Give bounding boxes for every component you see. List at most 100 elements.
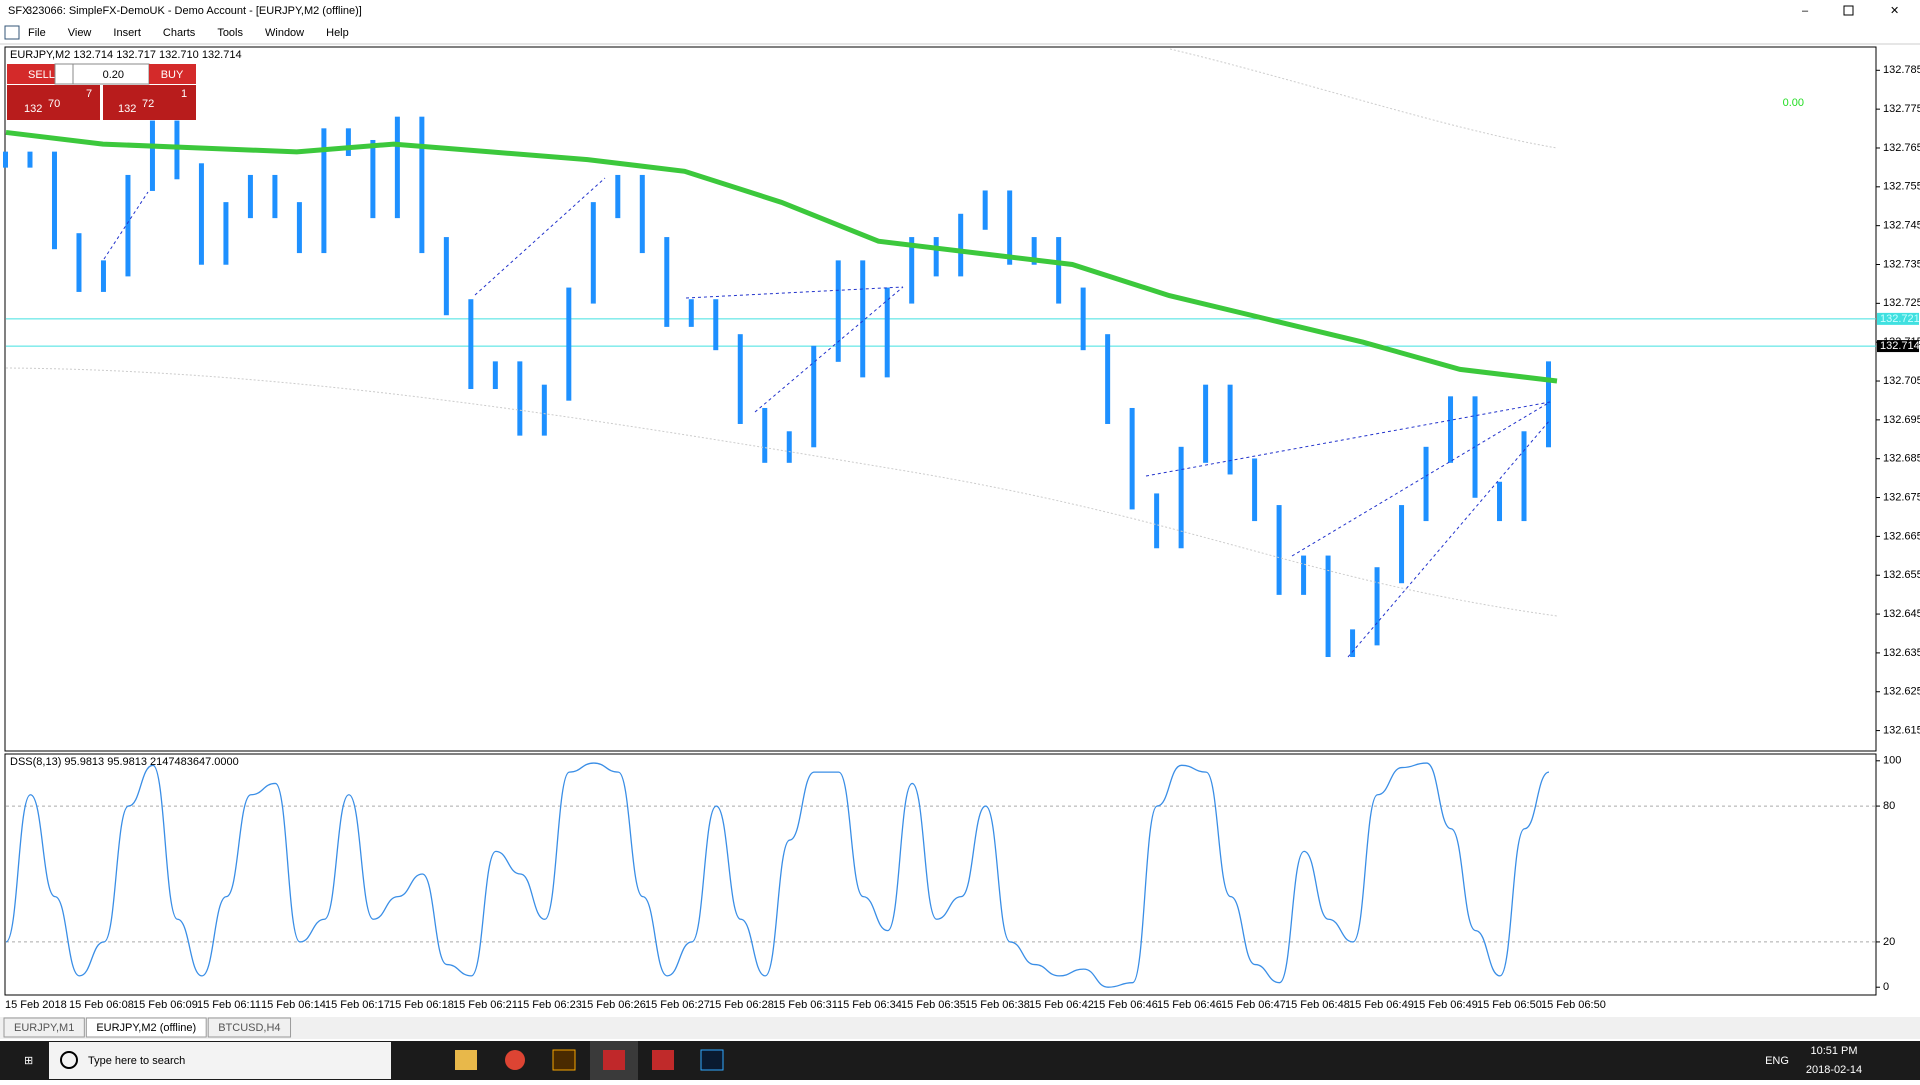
- y-tick-label: 132.745: [1883, 220, 1920, 232]
- chart-header: EURJPY,M2 132.714 132.717 132.710 132.71…: [10, 49, 242, 61]
- x-tick-label: 15 Feb 06:49: [1413, 999, 1478, 1011]
- y-tick-label: 132.675: [1883, 491, 1920, 503]
- price-bar: [394, 116, 400, 219]
- window-title: 323066: SimpleFX-DemoUK - Demo Account -…: [26, 5, 362, 17]
- app-chrome[interactable]: [505, 1050, 525, 1070]
- app-creative-cloud[interactable]: [652, 1050, 674, 1070]
- price-tag: [1877, 340, 1919, 353]
- x-tick-label: 15 Feb 06:38: [965, 999, 1030, 1011]
- x-tick-label: 15 Feb 06:46: [1157, 999, 1222, 1011]
- x-tick-label: 15 Feb 06:31: [773, 999, 838, 1011]
- tab-label[interactable]: EURJPY,M1: [14, 1022, 74, 1034]
- price-bar: [345, 128, 351, 156]
- clock-time[interactable]: 10:51 PM: [1810, 1045, 1857, 1057]
- x-tick-label: 15 Feb 06:35: [901, 999, 966, 1011]
- x-tick-label: 15 Feb 06:14: [261, 999, 326, 1011]
- price-bar: [1399, 505, 1405, 584]
- price-bar: [419, 116, 425, 254]
- x-tick-label: 15 Feb 06:21: [453, 999, 518, 1011]
- profit: 0.00: [1783, 97, 1804, 109]
- title-bar: [0, 0, 1920, 22]
- price-bar: [958, 213, 964, 277]
- y-tick-label: 132.645: [1883, 608, 1920, 620]
- price-bar: [1350, 629, 1356, 658]
- price-bar: [125, 174, 131, 277]
- app-simplefx-icon: [603, 1050, 625, 1070]
- sell-price-big: 132: [24, 103, 42, 115]
- restore[interactable]: [1843, 5, 1854, 16]
- x-tick-label: 15 Feb 06:42: [1029, 999, 1094, 1011]
- menu-item[interactable]: Help: [326, 27, 349, 39]
- price-bar: [468, 299, 474, 390]
- price-bar: [713, 299, 719, 351]
- menu-item[interactable]: View: [68, 27, 92, 39]
- price-bar: [443, 237, 449, 316]
- price-bar: [492, 361, 498, 390]
- y-tick-label: 132.695: [1883, 414, 1920, 426]
- app-illustrator[interactable]: [552, 1049, 576, 1071]
- tab-label[interactable]: BTCUSD,H4: [218, 1022, 280, 1034]
- price-tag: [1877, 312, 1919, 325]
- menu-item[interactable]: File: [28, 27, 46, 39]
- sell-label[interactable]: SELL: [28, 69, 55, 81]
- sell-price-box[interactable]: [7, 85, 100, 120]
- app-photoshop[interactable]: [700, 1049, 724, 1071]
- y-tick-label: 132.655: [1883, 569, 1920, 581]
- buy-price-main: 72: [142, 98, 154, 110]
- x-tick-label: 15 Feb 06:34: [837, 999, 902, 1011]
- x-tick-label: 15 Feb 06:50: [1477, 999, 1542, 1011]
- x-tick-label: 15 Feb 06:09: [133, 999, 198, 1011]
- menu-icon: [4, 25, 20, 40]
- price-bar: [174, 120, 180, 180]
- menu-item[interactable]: Tools: [217, 27, 243, 39]
- search-text[interactable]: Type here to search: [88, 1055, 185, 1067]
- lot-dropdown[interactable]: [54, 63, 74, 85]
- sell-price-main: 70: [48, 98, 60, 110]
- buy-price-box[interactable]: [103, 85, 196, 120]
- price-bar: [933, 237, 939, 277]
- price-bar: [1325, 555, 1331, 658]
- pattern-lines: [103, 177, 1551, 658]
- price-bar: [811, 345, 817, 448]
- y-tick-label: 20: [1883, 936, 1895, 948]
- search-box[interactable]: [49, 1042, 391, 1079]
- price-bar: [541, 384, 547, 436]
- price-bar: [1105, 334, 1111, 424]
- start-button[interactable]: ⊞: [24, 1055, 33, 1067]
- x-tick-label: 15 Feb 06:28: [709, 999, 774, 1011]
- menu-item[interactable]: Charts: [163, 27, 196, 39]
- x-tick-label: 15 Feb 06:46: [1093, 999, 1158, 1011]
- app-icon: SFX: [8, 5, 30, 17]
- y-tick-label: 132.785: [1883, 64, 1920, 76]
- buy-label[interactable]: BUY: [161, 69, 184, 81]
- tab-label[interactable]: EURJPY,M2 (offline): [96, 1022, 196, 1034]
- tab[interactable]: [3, 1017, 85, 1038]
- close[interactable]: ✕: [1890, 5, 1899, 17]
- price-bar: [762, 407, 768, 463]
- price-bar: [1007, 190, 1013, 265]
- tab[interactable]: [85, 1017, 207, 1038]
- minimize[interactable]: –: [1802, 5, 1809, 17]
- y-tick-label: 100: [1883, 755, 1901, 767]
- menu-item[interactable]: Insert: [113, 27, 141, 39]
- app-explorer[interactable]: [455, 1050, 477, 1070]
- price-bar: [566, 287, 572, 401]
- menu-item[interactable]: Window: [265, 27, 304, 39]
- y-tick-label: 132.705: [1883, 375, 1920, 387]
- price-bar: [737, 334, 743, 424]
- language[interactable]: ENG: [1765, 1055, 1789, 1067]
- x-tick-label: 15 Feb 06:47: [1221, 999, 1286, 1011]
- buy-button[interactable]: [149, 64, 196, 84]
- price-bar: [1203, 384, 1209, 463]
- x-tick-label: 15 Feb 06:08: [69, 999, 134, 1011]
- indicator-label: DSS(8,13) 95.9813 95.9813 2147483647.000…: [10, 756, 239, 768]
- clock-date[interactable]: 2018-02-14: [1806, 1064, 1862, 1076]
- price-bar: [1374, 567, 1380, 646]
- tab[interactable]: [207, 1017, 292, 1038]
- price-tag-label: 132.714: [1880, 340, 1920, 352]
- price-bar: [786, 431, 792, 463]
- y-tick-label: 80: [1883, 800, 1895, 812]
- price-bar: [149, 120, 155, 191]
- y-tick-label: 0: [1883, 981, 1889, 993]
- indicator-frame: [4, 753, 1877, 996]
